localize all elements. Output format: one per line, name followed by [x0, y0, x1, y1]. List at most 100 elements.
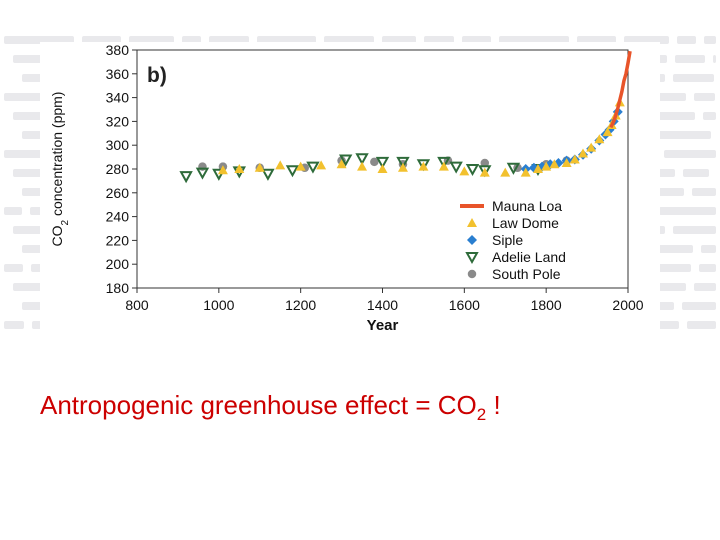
data-point — [532, 164, 543, 173]
series-adelie-land — [179, 153, 545, 184]
data-point — [195, 167, 210, 180]
bg-word — [682, 302, 716, 310]
data-point — [217, 165, 228, 175]
data-point — [449, 161, 463, 174]
data-point — [261, 168, 275, 181]
data-point — [465, 164, 480, 177]
bg-word — [683, 169, 709, 177]
y-axis-label: CO2 concentration (ppm) — [49, 92, 71, 247]
bg-word — [677, 36, 696, 44]
data-point — [397, 162, 408, 172]
y-tick-label: 240 — [106, 209, 130, 225]
data-point — [370, 157, 379, 167]
data-point — [586, 142, 597, 152]
bg-word — [655, 188, 684, 196]
bg-word — [699, 264, 716, 272]
data-point — [416, 159, 431, 172]
y-tick-label: 220 — [106, 232, 130, 248]
data-point — [295, 161, 306, 171]
series-mauna-loa — [609, 50, 632, 129]
data-point — [316, 160, 327, 170]
y-tick-label: 380 — [106, 42, 130, 58]
panel-label: b) — [147, 64, 167, 87]
legend-swatch — [467, 235, 477, 245]
data-point — [594, 134, 605, 144]
y-tick-label: 260 — [106, 185, 130, 201]
data-point — [577, 148, 588, 158]
data-point — [306, 161, 320, 174]
bg-word — [4, 207, 22, 215]
legend-label: Law Dome — [492, 215, 559, 231]
y-tick-label: 320 — [106, 113, 130, 129]
data-point — [478, 165, 492, 178]
data-point — [355, 153, 369, 166]
bg-word — [675, 55, 705, 63]
x-axis-label: Year — [367, 317, 399, 334]
bg-word — [673, 74, 714, 82]
data-point — [500, 167, 511, 177]
data-point — [418, 161, 429, 171]
data-point — [336, 159, 347, 169]
series-line — [609, 50, 632, 129]
x-tick-label: 1400 — [367, 297, 398, 313]
co2-chart: 180 200 220 240 260 280 300 320 340 360 380 800 1000… — [49, 42, 644, 334]
data-point — [338, 154, 353, 167]
data-point — [198, 162, 207, 171]
legend-label: Mauna Loa — [492, 198, 562, 214]
data-point — [480, 158, 490, 168]
data-point — [437, 156, 451, 169]
x-tick-label: 2000 — [612, 297, 643, 313]
slide-caption: Antropogenic greenhouse effect = CO2 ! — [40, 390, 501, 425]
data-point — [602, 127, 613, 137]
legend-label: Adelie Land — [492, 249, 566, 265]
bg-word — [713, 55, 716, 63]
legend-label: South Pole — [492, 266, 561, 282]
data-point — [357, 161, 368, 171]
bg-word — [687, 321, 716, 329]
x-tick-label: 1000 — [203, 297, 234, 313]
data-point — [212, 168, 226, 181]
bg-word — [701, 245, 716, 253]
data-point — [285, 165, 300, 178]
data-point — [541, 161, 552, 171]
data-point — [275, 160, 286, 170]
y-tick-label: 340 — [106, 90, 130, 106]
data-point — [179, 171, 193, 184]
bg-word — [659, 207, 716, 215]
x-tick-label: 800 — [125, 297, 149, 313]
legend-swatch — [467, 218, 477, 227]
y-tick-label: 280 — [106, 161, 130, 177]
data-point — [479, 167, 490, 177]
caption-suffix: ! — [486, 390, 501, 420]
series-law-dome — [217, 97, 625, 177]
data-point — [234, 164, 245, 173]
caption-subscript: 2 — [476, 405, 487, 425]
x-tick-label: 1800 — [531, 297, 562, 313]
y-tick-label: 200 — [106, 256, 130, 272]
bg-word — [4, 321, 24, 329]
data-point — [377, 164, 388, 173]
legend-swatch — [467, 269, 477, 279]
data-point — [561, 158, 572, 168]
bg-word — [4, 264, 23, 272]
bg-word — [657, 131, 711, 139]
x-tick-label: 1600 — [449, 297, 480, 313]
data-point — [438, 161, 449, 171]
bg-word — [694, 93, 715, 101]
data-point — [459, 166, 470, 176]
bg-word — [692, 188, 716, 196]
y-tick-label: 360 — [106, 66, 130, 82]
data-point — [254, 162, 265, 172]
data-point — [549, 159, 560, 169]
bg-word — [664, 150, 716, 158]
legend-swatch — [465, 252, 479, 265]
y-tick-label: 300 — [106, 137, 130, 153]
bg-word — [673, 226, 716, 234]
data-point — [375, 156, 390, 169]
bg-word — [704, 36, 716, 44]
bg-word — [694, 283, 716, 291]
data-point — [520, 167, 531, 177]
data-point — [569, 154, 580, 164]
